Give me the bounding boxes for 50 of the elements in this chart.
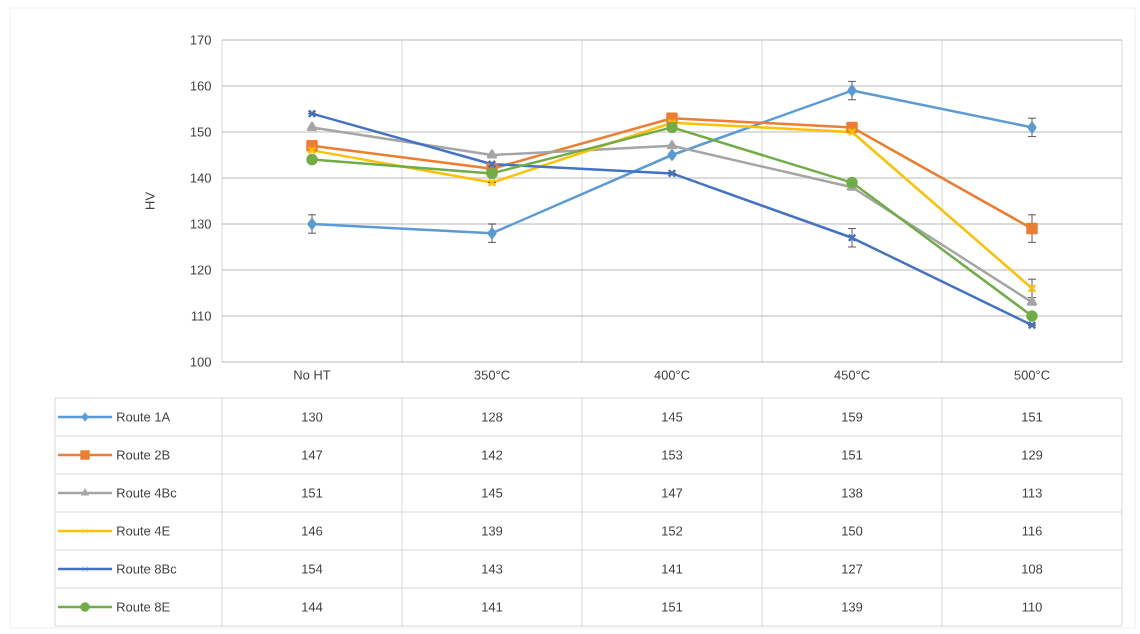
- data-label: 145: [482, 488, 503, 498]
- x-tick-label: 350°C: [474, 370, 510, 380]
- y-tick-label: 170: [190, 35, 211, 45]
- legend-label: Route 1A: [117, 412, 171, 422]
- data-label: 129: [1022, 450, 1043, 460]
- x-tick-label: 400°C: [654, 370, 690, 380]
- data-label: 151: [842, 450, 863, 460]
- x-tick-label: 500°C: [1014, 370, 1050, 380]
- data-label: 110: [1022, 602, 1042, 612]
- data-label: 150: [842, 526, 863, 536]
- x-tick-label: No HT: [294, 370, 331, 380]
- data-label: 147: [302, 450, 323, 460]
- y-tick-label: 100: [190, 357, 211, 367]
- data-label: 154: [302, 564, 323, 574]
- data-label: 153: [662, 450, 683, 460]
- data-label: 113: [1022, 488, 1042, 498]
- y-tick-label: 110: [191, 311, 211, 321]
- legend-label: Route 4Bc: [117, 488, 177, 498]
- data-label: 147: [662, 488, 683, 498]
- data-label: 151: [302, 488, 323, 498]
- data-label: 151: [662, 602, 683, 612]
- data-label: 116: [1022, 526, 1042, 536]
- data-label: 138: [842, 488, 863, 498]
- y-tick-label: 120: [190, 265, 211, 275]
- legend-label: Route 4E: [117, 526, 170, 536]
- data-label: 159: [842, 412, 863, 422]
- data-label: 146: [302, 526, 323, 536]
- y-tick-label: 130: [190, 219, 211, 229]
- data-label: 144: [302, 602, 323, 612]
- y-axis-title: HV: [145, 192, 155, 209]
- legend-label: Route 8E: [117, 602, 170, 612]
- data-label: 141: [662, 564, 683, 574]
- data-label: 142: [482, 450, 503, 460]
- data-label: 130: [302, 412, 323, 422]
- data-label: 151: [1022, 412, 1043, 422]
- data-label: 143: [482, 564, 503, 574]
- data-label: 145: [662, 412, 683, 422]
- legend-label: Route 2B: [117, 450, 170, 460]
- y-tick-label: 160: [190, 81, 211, 91]
- y-tick-label: 150: [190, 127, 211, 137]
- data-label: 127: [842, 564, 863, 574]
- data-label: 139: [842, 602, 863, 612]
- legend-label: Route 8Bc: [117, 564, 177, 574]
- y-tick-label: 140: [190, 173, 211, 183]
- data-label: 128: [482, 412, 503, 422]
- x-tick-label: 450°C: [834, 370, 870, 380]
- data-label: 152: [662, 526, 683, 536]
- data-label: 108: [1022, 564, 1043, 574]
- data-label: 141: [482, 602, 503, 612]
- data-label: 139: [482, 526, 503, 536]
